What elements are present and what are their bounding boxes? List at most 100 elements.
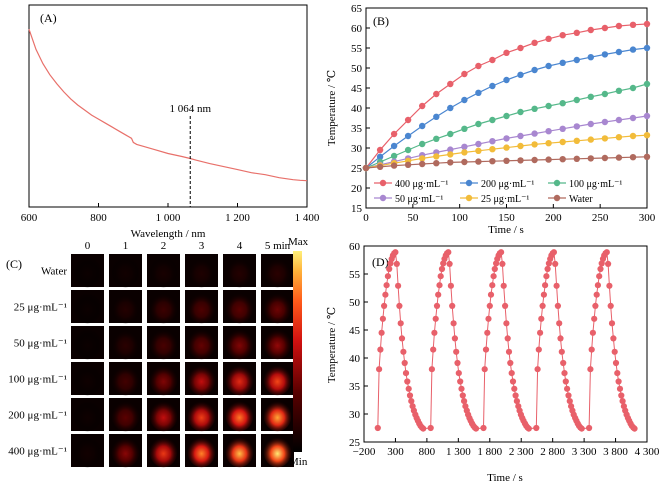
panel-d-y-tick-label: 45 [349, 325, 361, 337]
panel-d-data-point [449, 302, 456, 309]
panel-c-row-labels: Water 25 μg·mL⁻¹ 50 μg·mL⁻¹ 100 μg·mL⁻¹ 200 … [8, 266, 67, 458]
panel-b-x-tick-label: 200 [545, 212, 562, 224]
panel-b-data-point [601, 154, 609, 162]
panel-d-data-point [457, 378, 464, 385]
panel-d-data-point [427, 424, 434, 432]
panel-c-heat-spot [225, 292, 254, 324]
panel-d-data-point [379, 315, 386, 322]
panel-c-column-label: 3 [199, 240, 205, 252]
panel-d-data-point [430, 346, 437, 353]
panel-d-data-point [480, 424, 487, 432]
panel-b-data-point [517, 132, 524, 140]
panel-d-data-point [614, 370, 621, 377]
panel-c-heat-spot [111, 400, 140, 432]
panel-d-data-point [605, 260, 612, 267]
panel-b-data-point [503, 144, 510, 151]
panel-b-data-point [362, 164, 370, 172]
panel-d-data-point [578, 425, 585, 432]
panel-b-data-point [531, 156, 538, 164]
panel-c-label: (C) [6, 257, 22, 271]
panel-b-data-point [517, 157, 524, 164]
panel-b-data-point [517, 142, 524, 150]
panel-d: (D) −200 300 800 1 300 1 800 2 300 2 800 3 300 3… [326, 241, 660, 484]
panel-d-data-point [612, 359, 620, 367]
panel-d-data-point [420, 425, 427, 432]
panel-c-heat-spot [149, 256, 178, 288]
panel-b-data-point [629, 21, 637, 28]
panel-b-x-tick-label: 300 [639, 212, 656, 224]
panel-d-data-point [565, 392, 572, 399]
panel-b-data-point [643, 44, 651, 52]
panel-d-data-point [512, 392, 519, 399]
panel-c-column-label: 2 [161, 240, 167, 252]
panel-d-x-ticks: −200 300 800 1 300 1 800 2 300 2 800 3 300 3 800… [353, 438, 660, 458]
panel-d-data-point [482, 346, 490, 353]
panel-d-data-point [408, 398, 415, 405]
panel-d-series [374, 249, 638, 432]
panel-a-x-tick-label: 1 000 [156, 212, 181, 224]
panel-d-y-axis-label: Temperature / ℃ [326, 307, 338, 383]
panel-c-heat-spot [187, 364, 216, 396]
panel-b-data-point [489, 56, 496, 64]
panel-d-data-point [489, 282, 496, 289]
panel-b-legend-label: 100 μg·mL⁻¹ [569, 179, 622, 190]
panel-d-y-tick-label: 30 [349, 409, 361, 421]
panel-d-data-point [558, 348, 565, 355]
panel-c-heat-spot [73, 256, 102, 288]
panel-c-heat-spot [187, 328, 216, 360]
panel-b-data-point [390, 142, 398, 150]
panel-b-legend: 400 μg·mL⁻¹ 200 μg·mL⁻¹ 100 μg·mL⁻¹ 50 μg·m… [374, 179, 622, 205]
panel-b-data-point [615, 48, 623, 56]
panel-d-data-point [472, 425, 480, 432]
panel-a-x-ticks: 600 800 1 000 1 200 1 400 [21, 203, 320, 224]
panel-b-data-point [587, 26, 594, 34]
panel-c-heat-spot [149, 400, 178, 432]
panel-b-legend-label: 25 μg·mL⁻¹ [481, 194, 529, 205]
panel-b-y-tick-label: 35 [351, 123, 363, 135]
panel-c-row-label: 50 μg·mL⁻¹ [14, 338, 67, 350]
panel-d-x-tick-label: 2 800 [540, 446, 565, 458]
panel-b-data-point [447, 130, 454, 138]
panel-d-data-point [593, 291, 600, 298]
panel-b-data-point [601, 90, 609, 98]
panel-d-data-point [611, 348, 618, 355]
panel-d-data-point [587, 366, 594, 373]
panel-c-heat-spot [111, 256, 140, 288]
panel-c-heat-spot [187, 256, 216, 288]
panel-a-x-tick-label: 600 [21, 212, 38, 224]
panel-d-data-point [485, 315, 492, 322]
panel-b-data-point [531, 39, 538, 46]
panel-b-data-point [615, 116, 623, 124]
panel-d-data-point [490, 273, 497, 280]
panel-d-data-point [554, 302, 562, 309]
panel-b-data-point [601, 118, 609, 126]
panel-c-heat-spot [149, 292, 178, 324]
panel-c-heat-spot [73, 436, 102, 468]
panel-a-x-tick-label: 800 [90, 212, 107, 224]
panel-c-heat-spot [225, 436, 254, 468]
panel-b-data-point [376, 163, 384, 170]
panel-d-data-point [505, 348, 513, 355]
panel-d-data-point [615, 378, 622, 385]
panel-d-data-point [507, 359, 514, 367]
panel-d-data-point [534, 366, 541, 373]
panel-b-data-point [517, 44, 524, 52]
panel-b-data-point [643, 20, 651, 28]
panel-d-x-tick-label: 3 300 [572, 446, 597, 458]
panel-d-data-point [566, 398, 573, 405]
panel-b-data-point [629, 132, 637, 140]
panel-d-data-point [378, 329, 385, 336]
panel-b-data-point [390, 130, 398, 138]
panel-c-heat-spot [73, 292, 102, 324]
panel-c-heat-spot [111, 364, 140, 396]
panel-b-data-point [559, 32, 566, 39]
panel-b-x-axis-label: Time / s [488, 224, 524, 236]
panel-d-data-point [562, 378, 569, 385]
panel-b-legend-marker [379, 194, 387, 202]
panel-d-data-point [502, 302, 509, 309]
panel-d-data-point [435, 291, 442, 298]
panel-c-heat-spot [263, 256, 292, 288]
panel-c-heat-spot [225, 364, 254, 396]
panel-b-data-point [461, 149, 468, 156]
panel-d-data-point [374, 424, 381, 432]
